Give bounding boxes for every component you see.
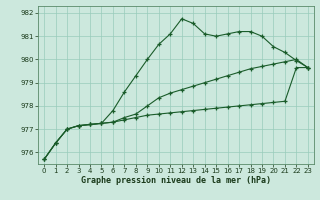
X-axis label: Graphe pression niveau de la mer (hPa): Graphe pression niveau de la mer (hPa) bbox=[81, 176, 271, 185]
